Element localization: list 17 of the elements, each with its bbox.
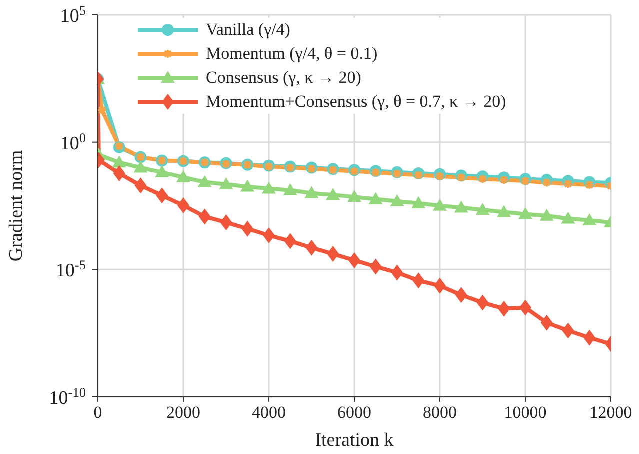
y-tick-label: 10$^{-5}$ — [56, 257, 86, 282]
y-tick-label: 10$^{5}$ — [60, 2, 86, 27]
legend-label: Momentum+Consensus (γ, θ = 0.7, κ → 20) — [206, 91, 506, 113]
y-axis-title: Gradient norm — [6, 150, 27, 262]
legend-label: Consensus (γ, κ → 20) — [206, 67, 362, 89]
y-tick-label: 10$^{-10}$ — [49, 384, 86, 409]
x-tick-label: 0 — [94, 403, 102, 422]
x-tick-label: 2000 — [166, 403, 200, 422]
x-tick-label: 10000 — [504, 403, 547, 422]
x-axis-title: Iteration k — [315, 430, 394, 451]
x-tick-label: 4000 — [252, 403, 286, 422]
y-tick-label: 10$^{0}$ — [60, 130, 86, 154]
legend-label: Momentum (γ/4, θ = 0.1) — [206, 43, 378, 65]
x-tick-label: 6000 — [338, 403, 372, 422]
x-tick-label: 12000 — [590, 403, 632, 422]
x-tick-label: 8000 — [423, 403, 457, 422]
legend-label: Vanilla (γ/4) — [206, 19, 290, 41]
